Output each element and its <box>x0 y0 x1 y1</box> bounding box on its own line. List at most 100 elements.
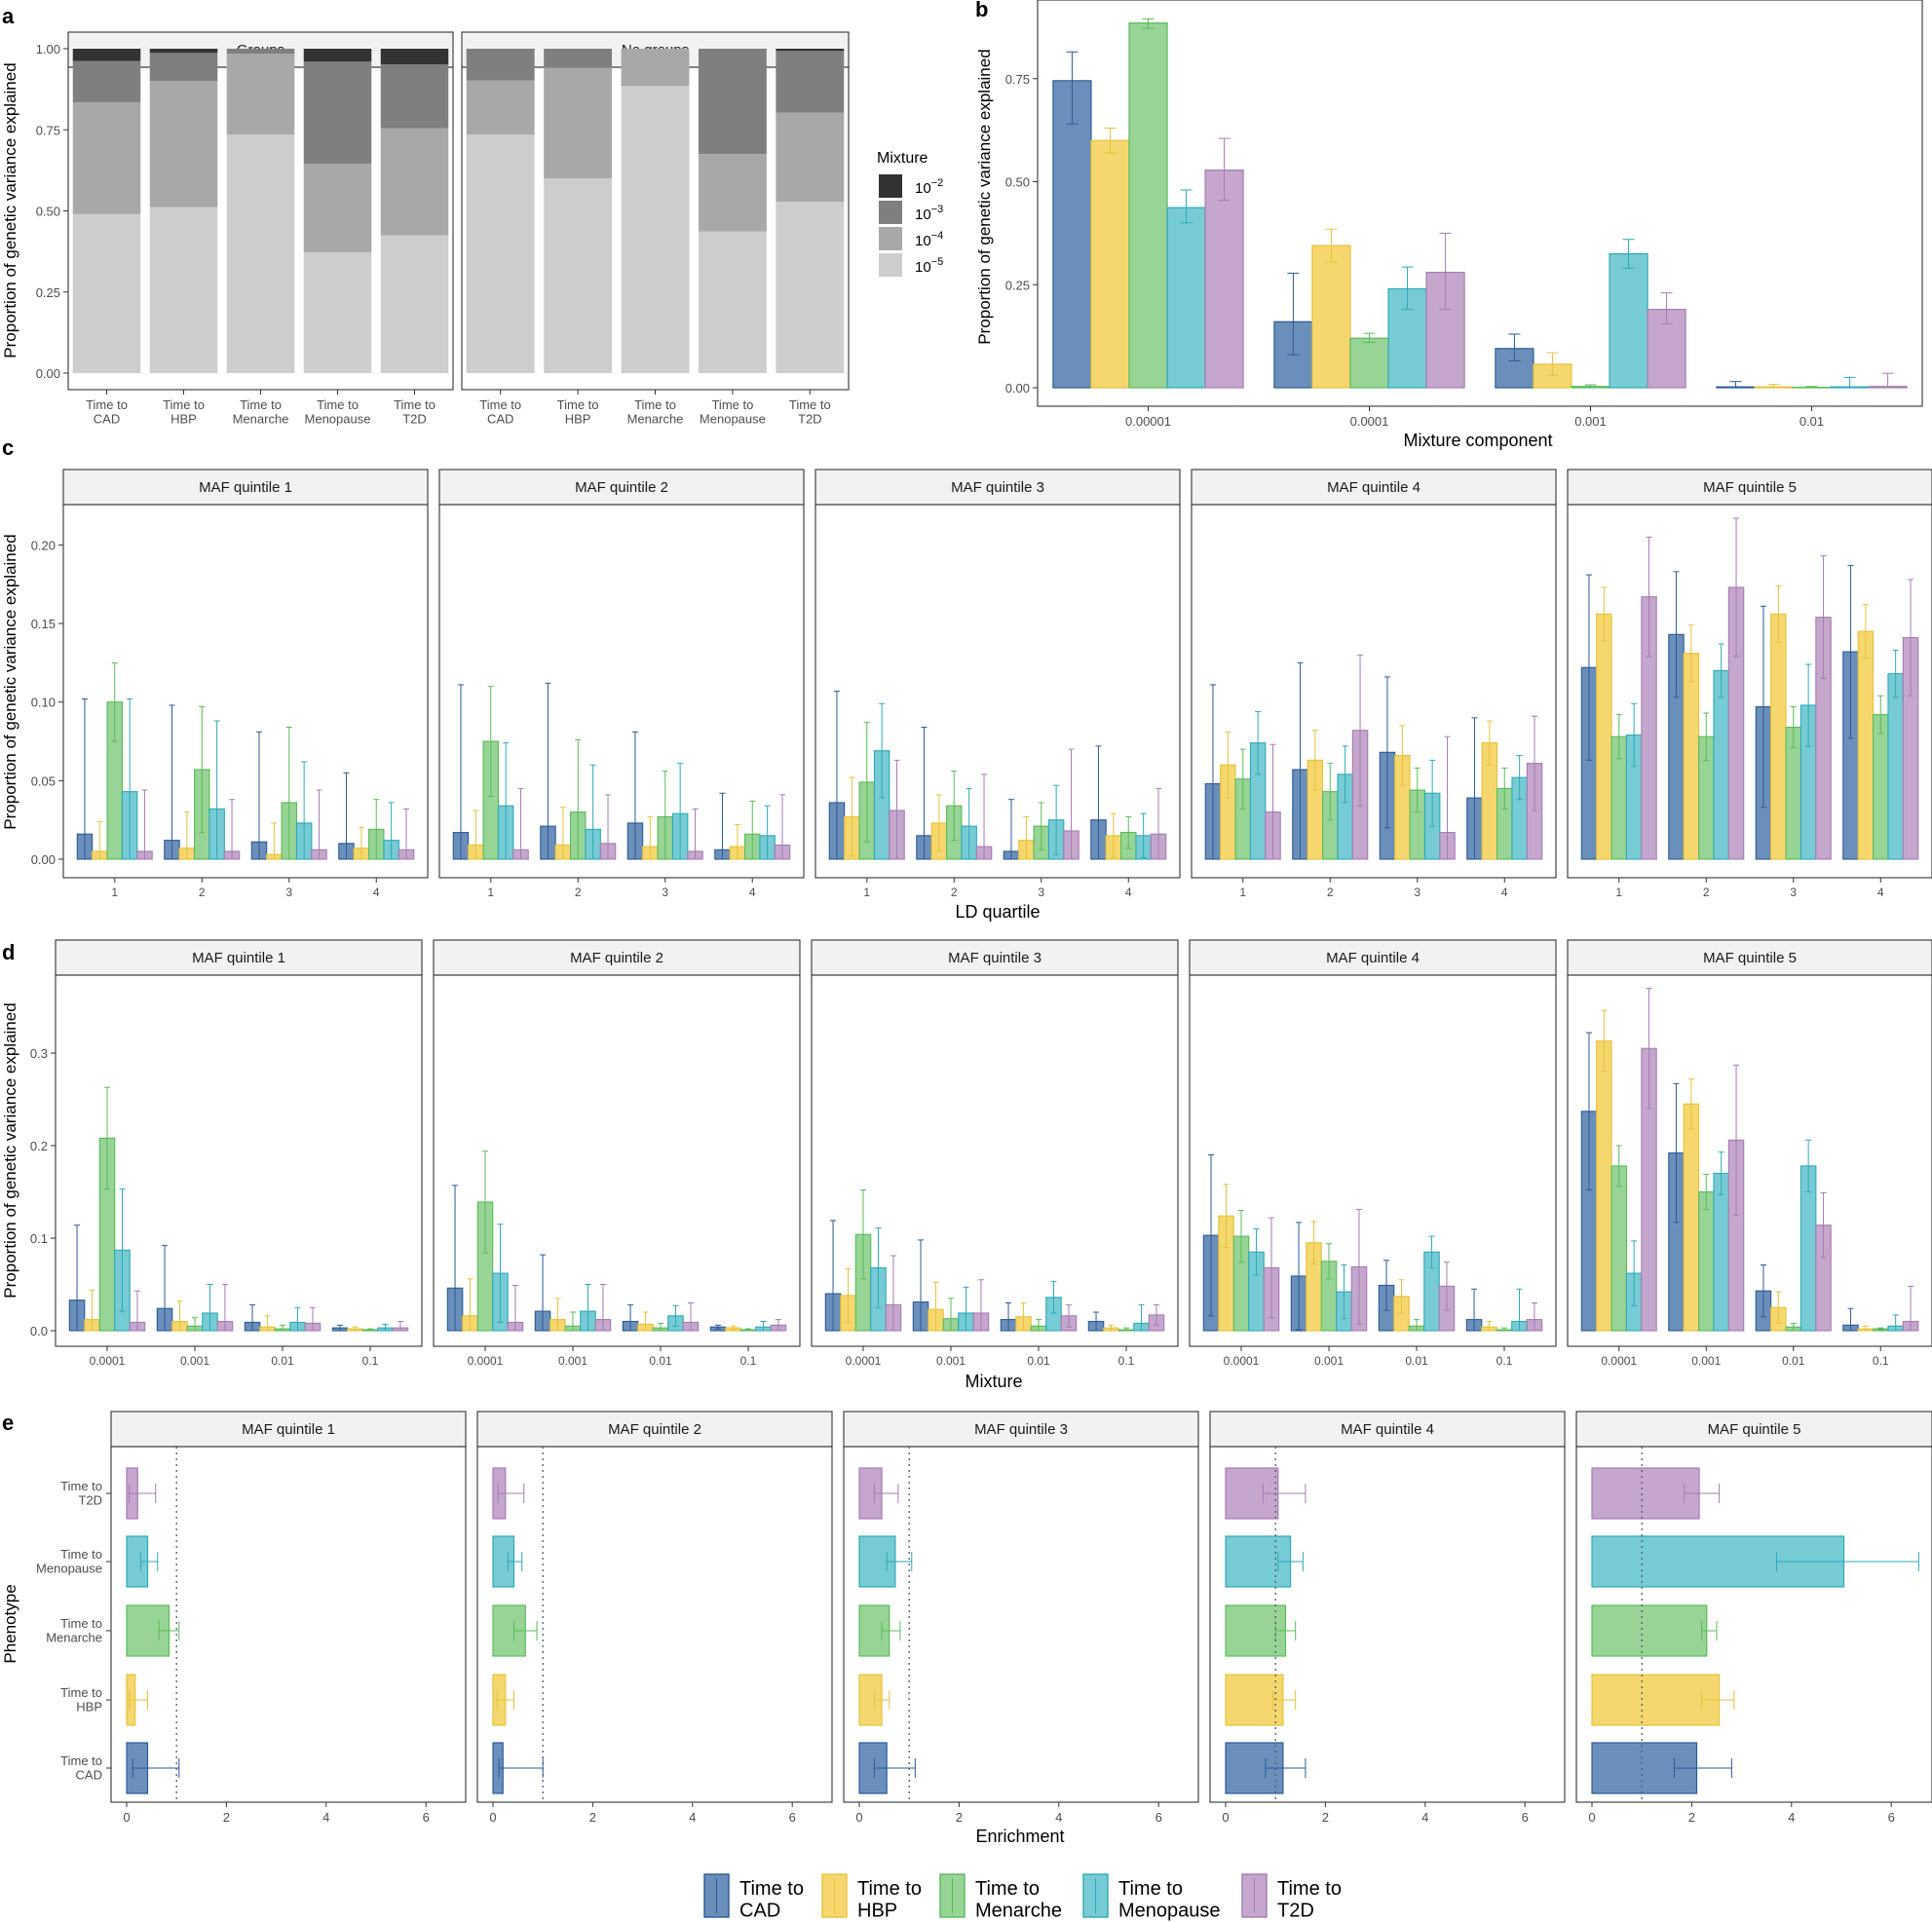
panel-border <box>110 1446 467 1803</box>
x-tick-label: 0.1 <box>362 1354 379 1368</box>
y-tick-label: Time to T2D <box>60 1479 102 1508</box>
bar <box>1596 1040 1612 1332</box>
x-tick-label: Time to Menarche <box>627 397 684 427</box>
y-axis-title: Proportion of genetic variance explained <box>1 1002 19 1298</box>
y-axis-title: Phenotype <box>1 1584 19 1663</box>
y-tick-label: 0.3 <box>30 1046 48 1061</box>
stacked-bar-segment <box>544 67 613 179</box>
bar <box>1770 613 1787 860</box>
legend-label: Time to Menarche <box>975 1878 1062 1921</box>
facet-strip-3 <box>1209 1411 1566 1448</box>
x-tick-label: 1 <box>1239 886 1246 899</box>
panel-border <box>1189 974 1557 1347</box>
y-tick-label: 0.10 <box>31 696 56 710</box>
x-tick-label: 0.01 <box>271 1354 294 1368</box>
stacked-bar-segment <box>72 213 141 373</box>
legend-label: Time to Menopause <box>1118 1878 1221 1921</box>
x-tick-label: 0.01 <box>1782 1354 1805 1368</box>
x-tick-label: 4 <box>749 886 756 899</box>
bar <box>1596 613 1612 860</box>
legend-label: Time to HBP <box>857 1878 922 1921</box>
panel-border <box>1209 1446 1566 1803</box>
y-axis-title: Proportion of genetic variance explained <box>975 49 994 344</box>
facet-strip-label: MAF quintile 3 <box>974 1421 1068 1438</box>
y-axis-title: Proportion of genetic variance explained <box>1 62 19 358</box>
stacked-bar-segment <box>698 49 767 155</box>
y-tick-label: 0.1 <box>30 1231 48 1246</box>
facet-strip-1 <box>476 1411 833 1448</box>
stacked-bar-segment <box>466 80 535 135</box>
stacked-bar-segment <box>380 49 449 64</box>
stacked-bar-segment <box>72 101 141 214</box>
facet-strip-label: MAF quintile 5 <box>1703 479 1797 496</box>
y-tick-label: 0.25 <box>1005 278 1030 292</box>
panel-border <box>1567 504 1932 879</box>
bar <box>1204 170 1244 389</box>
panel-border <box>438 504 805 879</box>
stacked-bar-segment <box>621 86 690 374</box>
x-tick-label: 4 <box>373 886 380 899</box>
stacked-bar-segment <box>303 252 372 373</box>
x-tick-label: 0.0001 <box>846 1354 882 1368</box>
legend-label: 10−2 <box>915 177 943 197</box>
x-tick-label: 0.01 <box>1027 1354 1050 1368</box>
y-tick-label: 0.50 <box>36 205 60 219</box>
bar <box>1090 139 1130 389</box>
facet-strip-4 <box>1567 469 1932 506</box>
x-tick-label: 0 <box>123 1810 130 1825</box>
x-tick-label: 2 <box>951 886 958 899</box>
stacked-bar-segment <box>380 128 449 236</box>
x-tick-label: 2 <box>1688 1810 1695 1825</box>
x-tick-label: 6 <box>1888 1810 1895 1825</box>
x-tick-label: 3 <box>1790 886 1797 899</box>
x-tick-label: 0.001 <box>1314 1354 1344 1368</box>
y-tick-label: 0.75 <box>36 123 60 137</box>
facet-strip-3 <box>1189 939 1557 976</box>
stacked-bar-segment <box>72 60 141 102</box>
legend-key <box>879 201 902 224</box>
stacked-bar-segment <box>466 49 535 81</box>
x-tick-label: 0.1 <box>1496 1354 1513 1368</box>
bar <box>1873 714 1889 860</box>
x-tick-label: 0.0001 <box>90 1354 126 1368</box>
x-tick-label: 2 <box>223 1810 230 1825</box>
x-tick-label: 4 <box>689 1810 696 1825</box>
x-tick-label: 0 <box>489 1810 496 1825</box>
bar <box>1166 207 1206 389</box>
panel-border <box>62 504 429 879</box>
bar <box>1713 669 1729 860</box>
x-tick-label: Time to HBP <box>163 397 205 427</box>
x-tick-label: Time to HBP <box>557 397 599 427</box>
stacked-bar-segment <box>149 207 218 373</box>
x-tick-label: 0.0001 <box>1350 414 1389 429</box>
x-tick-label: 2 <box>1322 1810 1329 1825</box>
y-tick-label: 0.00 <box>1005 381 1030 396</box>
y-tick-label: Time to Menopause <box>36 1547 102 1576</box>
y-tick-label: 0.20 <box>31 538 56 552</box>
x-tick-label: 0.001 <box>1691 1354 1721 1368</box>
facet-strip-label: MAF quintile 3 <box>948 950 1042 966</box>
facet-strip-label: MAF quintile 2 <box>575 479 668 496</box>
panel-letter: a <box>2 4 15 28</box>
bar <box>1311 245 1351 389</box>
x-tick-label: 0.1 <box>740 1354 757 1368</box>
facet-strip-2 <box>811 939 1179 976</box>
y-tick-label: Time to HBP <box>60 1685 102 1715</box>
facet-strip-2 <box>843 1411 1199 1448</box>
y-tick-label: 0.50 <box>1005 175 1030 190</box>
bar <box>1713 1172 1729 1332</box>
bar <box>1052 80 1092 389</box>
stacked-bar-segment <box>226 134 295 373</box>
x-tick-label: 0.01 <box>1405 1354 1428 1368</box>
panel-letter: b <box>975 0 988 21</box>
stacked-bar-segment <box>466 134 535 373</box>
y-tick-label: 0.25 <box>36 285 60 300</box>
stacked-bar-segment <box>149 53 218 82</box>
x-axis-title: Mixture <box>965 1372 1022 1391</box>
bar <box>1591 1674 1721 1726</box>
x-tick-label: 4 <box>1877 886 1884 899</box>
x-tick-label: 0.0001 <box>468 1354 504 1368</box>
y-tick-label: 0.00 <box>36 366 60 381</box>
bar <box>1887 673 1904 860</box>
